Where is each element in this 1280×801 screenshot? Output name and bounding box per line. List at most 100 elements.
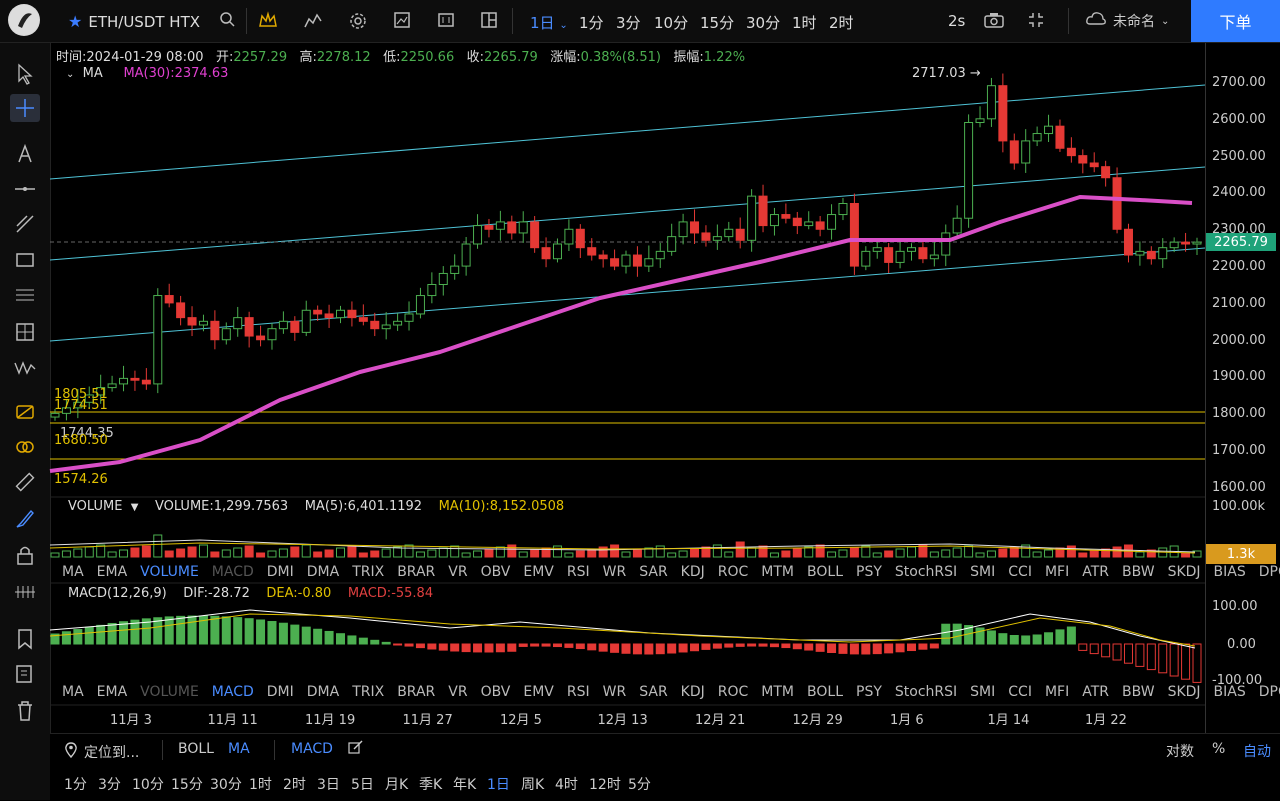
indicator-tab-skdj[interactable]: SKDJ xyxy=(1167,564,1201,580)
image-icon[interactable] xyxy=(393,11,411,34)
bookmark-icon[interactable] xyxy=(10,625,40,653)
dropdown-icon[interactable]: ▼ xyxy=(130,502,139,513)
indicator-tab-dma[interactable]: DMA xyxy=(306,684,340,700)
indicator-tab-smi[interactable]: SMI xyxy=(970,684,996,700)
ma-legend[interactable]: ⌄ MA MA(30):2374.63 xyxy=(66,66,228,81)
bottom-timeframe[interactable]: 4时 xyxy=(555,777,578,793)
indicator-tab-atr[interactable]: ATR xyxy=(1082,564,1109,580)
price-axis[interactable] xyxy=(1205,43,1280,733)
grid-icon[interactable] xyxy=(480,11,498,34)
indicator-tab-kdj[interactable]: KDJ xyxy=(680,564,705,580)
rectangle-icon[interactable] xyxy=(10,246,40,274)
magnet-icon[interactable] xyxy=(10,433,40,461)
indicator-tab-volume[interactable]: VOLUME xyxy=(140,564,199,580)
timeframe-10m[interactable]: 10分 xyxy=(654,14,689,32)
measure-icon[interactable] xyxy=(10,318,40,346)
star-icon[interactable]: ★ xyxy=(68,12,83,31)
layers-icon[interactable] xyxy=(437,11,455,34)
indicator-tab-skdj[interactable]: SKDJ xyxy=(1167,684,1201,700)
pattern-icon[interactable] xyxy=(10,398,40,426)
indicator-tab-mtm[interactable]: MTM xyxy=(761,564,795,580)
indicator-tab-sar[interactable]: SAR xyxy=(639,684,668,700)
indicator-tab-kdj[interactable]: KDJ xyxy=(680,684,705,700)
log-scale-toggle[interactable]: 对数 xyxy=(1166,744,1194,760)
indicator-tab-sar[interactable]: SAR xyxy=(639,564,668,580)
collapse-icon[interactable]: ⌄ xyxy=(66,69,75,80)
fullscreen-icon[interactable] xyxy=(1027,11,1045,34)
macd-legend[interactable]: MACD(12,26,9) DIF:-28.72 DEA:-0.80 MACD:… xyxy=(68,586,433,601)
symbol-selector[interactable]: ★ ETH/USDT HTX xyxy=(68,12,200,31)
indicator-tab-atr[interactable]: ATR xyxy=(1082,684,1109,700)
indicator-tab-trix[interactable]: TRIX xyxy=(352,564,385,580)
camera-icon[interactable] xyxy=(983,11,1005,34)
bottom-timeframe[interactable]: 3日 xyxy=(317,777,340,793)
indicator-tab-brar[interactable]: BRAR xyxy=(397,684,436,700)
bottom-timeframe[interactable]: 季K xyxy=(419,777,443,793)
indicator-tab-cci[interactable]: CCI xyxy=(1008,564,1032,580)
indicator-tab-stochrsi[interactable]: StochRSI xyxy=(894,564,958,580)
indicator-tab-ma[interactable]: MA xyxy=(62,684,84,700)
indicator-tab-wr[interactable]: WR xyxy=(602,684,627,700)
trend-line-icon[interactable] xyxy=(10,210,40,238)
macd-toggle[interactable]: MACD xyxy=(291,741,333,757)
place-order-button[interactable]: 下单 xyxy=(1191,0,1280,42)
bottom-timeframe[interactable]: 1分 xyxy=(64,777,87,793)
brush-icon[interactable] xyxy=(10,505,40,533)
indicator-tab-macd[interactable]: MACD xyxy=(211,564,254,580)
boll-toggle[interactable]: BOLL xyxy=(178,741,214,757)
indicator-tab-mtm[interactable]: MTM xyxy=(761,684,795,700)
indicator-tab-psy[interactable]: PSY xyxy=(856,684,882,700)
timeframe-30m[interactable]: 30分 xyxy=(746,14,781,32)
bottom-timeframe[interactable]: 1日 xyxy=(487,777,510,793)
auto-scale-toggle[interactable]: 自动 xyxy=(1243,744,1271,760)
indicator-tab-boll[interactable]: BOLL xyxy=(807,564,843,580)
indicator-tab-emv[interactable]: EMV xyxy=(523,684,554,700)
indicator-tab-emv[interactable]: EMV xyxy=(523,564,554,580)
indicator-tab-rsi[interactable]: RSI xyxy=(566,564,590,580)
timeframe-1m[interactable]: 1分 xyxy=(579,14,604,32)
indicator-tab-vr[interactable]: VR xyxy=(448,564,468,580)
timeframe-3m[interactable]: 3分 xyxy=(616,14,641,32)
indicator-tab-boll[interactable]: BOLL xyxy=(807,684,843,700)
bottom-timeframe[interactable]: 月K xyxy=(385,777,409,793)
indicator-tab-ema[interactable]: EMA xyxy=(96,684,128,700)
chart-style-icon[interactable] xyxy=(303,11,323,34)
timeframe-1d[interactable]: 1日 ⌄ xyxy=(530,12,568,33)
indicator-tab-trix[interactable]: TRIX xyxy=(352,684,385,700)
hide-icon[interactable] xyxy=(10,578,40,606)
indicator-tab-ema[interactable]: EMA xyxy=(96,564,128,580)
indicator-tab-obv[interactable]: OBV xyxy=(480,684,511,700)
indicator-tab-rsi[interactable]: RSI xyxy=(566,684,590,700)
locate-button[interactable]: 定位到... xyxy=(64,742,139,762)
layout-menu[interactable]: 未命名 ⌄ xyxy=(1085,10,1169,32)
indicator-tab-roc[interactable]: ROC xyxy=(717,564,749,580)
indicator-tab-dmi[interactable]: DMI xyxy=(266,684,294,700)
volume-legend[interactable]: VOLUME ▼ VOLUME:1,299.7563 MA(5):6,401.1… xyxy=(68,499,564,514)
indicator-tab-stochrsi[interactable]: StochRSI xyxy=(894,684,958,700)
crosshair-icon[interactable] xyxy=(10,94,40,122)
wave-icon[interactable] xyxy=(10,353,40,381)
indicator-tab-dmi[interactable]: DMI xyxy=(266,564,294,580)
indicator-tab-volume[interactable]: VOLUME xyxy=(140,684,199,700)
indicator-tab-bbw[interactable]: BBW xyxy=(1122,564,1155,580)
bottom-timeframe[interactable]: 5日 xyxy=(351,777,374,793)
indicator-tab-ma[interactable]: MA xyxy=(62,564,84,580)
indicator-tab-brar[interactable]: BRAR xyxy=(397,564,436,580)
indicator-tab-vr[interactable]: VR xyxy=(448,684,468,700)
fibonacci-icon[interactable] xyxy=(10,282,40,310)
indicator-tab-roc[interactable]: ROC xyxy=(717,684,749,700)
ma-toggle[interactable]: MA xyxy=(228,741,250,757)
refresh-interval[interactable]: 2s xyxy=(948,12,966,30)
bottom-timeframe[interactable]: 年K xyxy=(453,777,477,793)
indicator-tab-dpo[interactable]: DPO xyxy=(1258,564,1280,580)
bottom-timeframe[interactable]: 5分 xyxy=(628,777,651,793)
timeframe-2h[interactable]: 2时 xyxy=(829,14,854,32)
indicator-tab-obv[interactable]: OBV xyxy=(480,564,511,580)
lock-icon[interactable] xyxy=(10,541,40,569)
indicator-tab-dma[interactable]: DMA xyxy=(306,564,340,580)
gear-icon[interactable] xyxy=(348,11,368,36)
horizontal-line-icon[interactable] xyxy=(10,175,40,203)
cursor-icon[interactable] xyxy=(10,60,40,88)
bottom-timeframe[interactable]: 30分 xyxy=(210,777,242,793)
